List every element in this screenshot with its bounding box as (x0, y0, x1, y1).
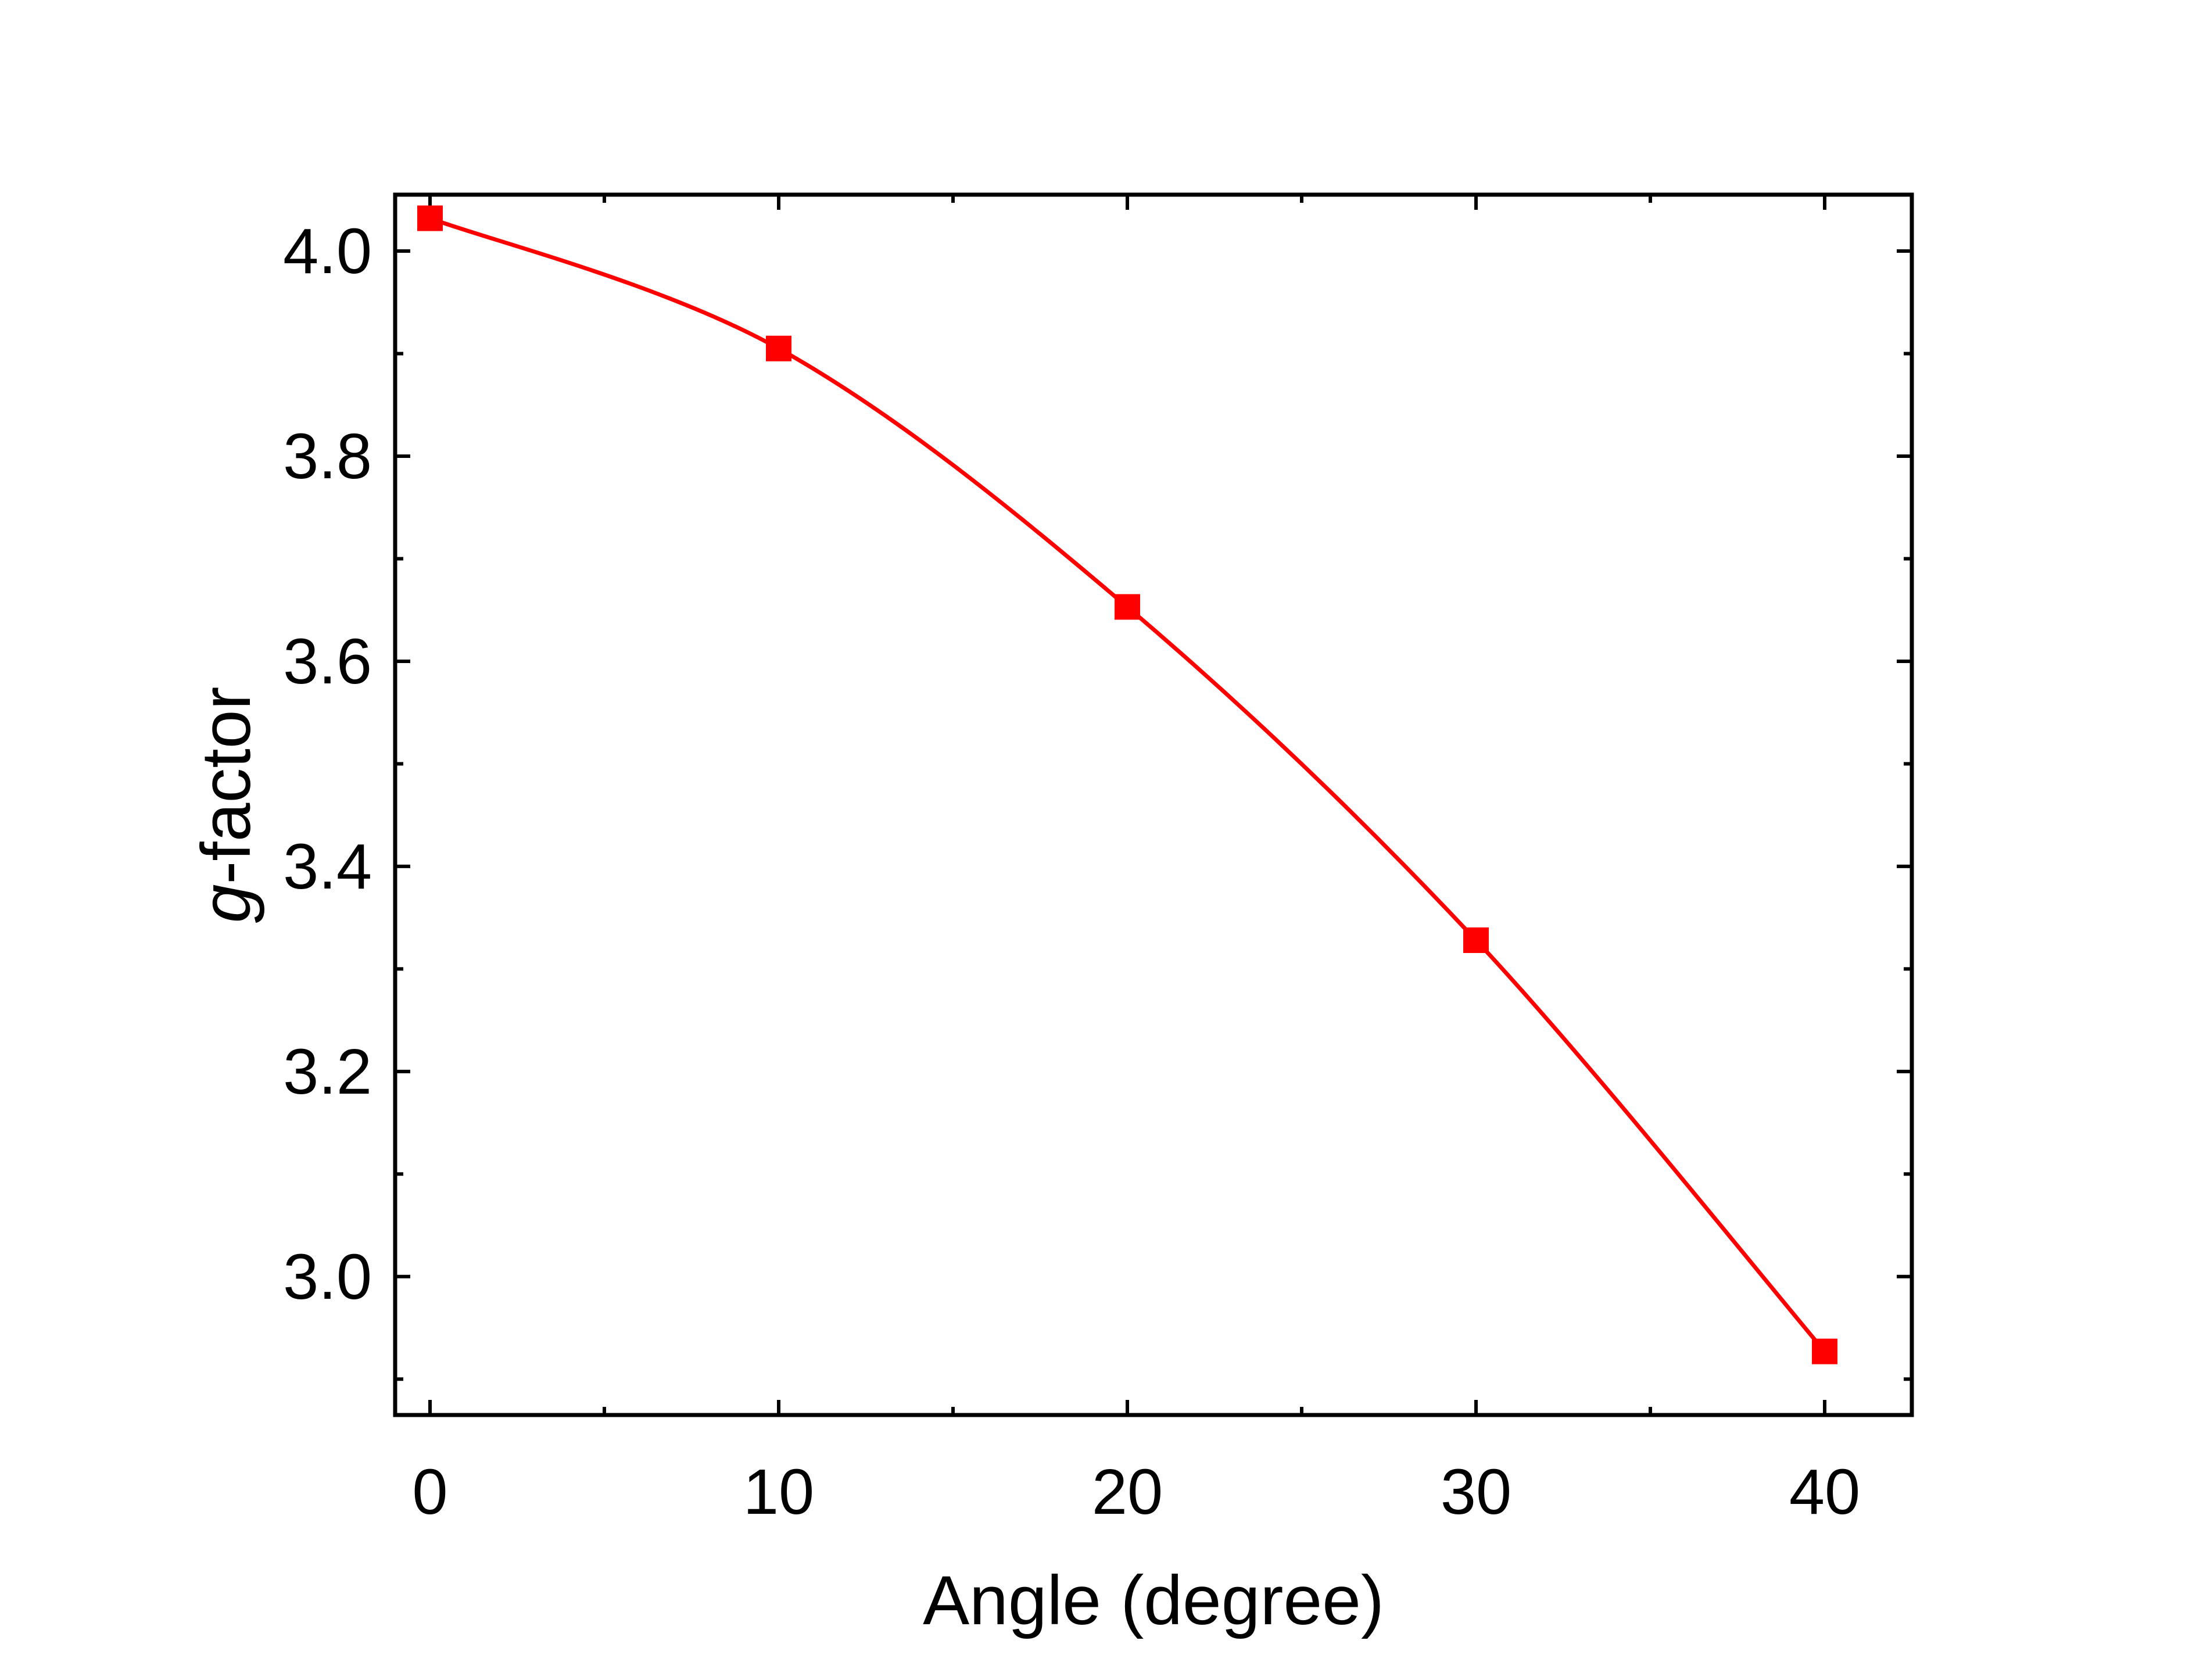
x-tick-label: 30 (1441, 1456, 1511, 1528)
y-axis-label: g-factor (187, 687, 265, 923)
y-tick-label: 4.0 (283, 216, 372, 287)
y-tick-label: 3.4 (283, 831, 372, 902)
data-point (1463, 927, 1489, 953)
x-tick-label: 20 (1092, 1456, 1163, 1528)
y-tick-label: 3.8 (283, 421, 372, 492)
data-point (1812, 1338, 1837, 1364)
x-tick-label: 0 (412, 1456, 447, 1528)
axis-ticks (395, 195, 1912, 1415)
data-points (417, 205, 1837, 1364)
tick-labels: 0 10 20 30 40 3.0 3.2 3.4 3.6 3.8 4.0 (283, 216, 1860, 1528)
x-tick-label: 40 (1789, 1456, 1860, 1528)
x-axis-label: Angle (degree) (923, 1561, 1384, 1639)
y-tick-label: 3.6 (283, 626, 372, 697)
data-point (766, 335, 791, 361)
x-tick-label: 10 (743, 1456, 814, 1528)
data-point (417, 205, 443, 231)
y-axis-label-rest: -factor (187, 687, 265, 884)
series-line (429, 216, 1826, 1353)
y-axis-label-italic: g (187, 884, 265, 923)
y-tick-label: 3.2 (283, 1036, 372, 1108)
plot-frame (393, 192, 1914, 1417)
y-tick-label: 3.0 (283, 1241, 372, 1313)
data-point (1115, 594, 1140, 620)
